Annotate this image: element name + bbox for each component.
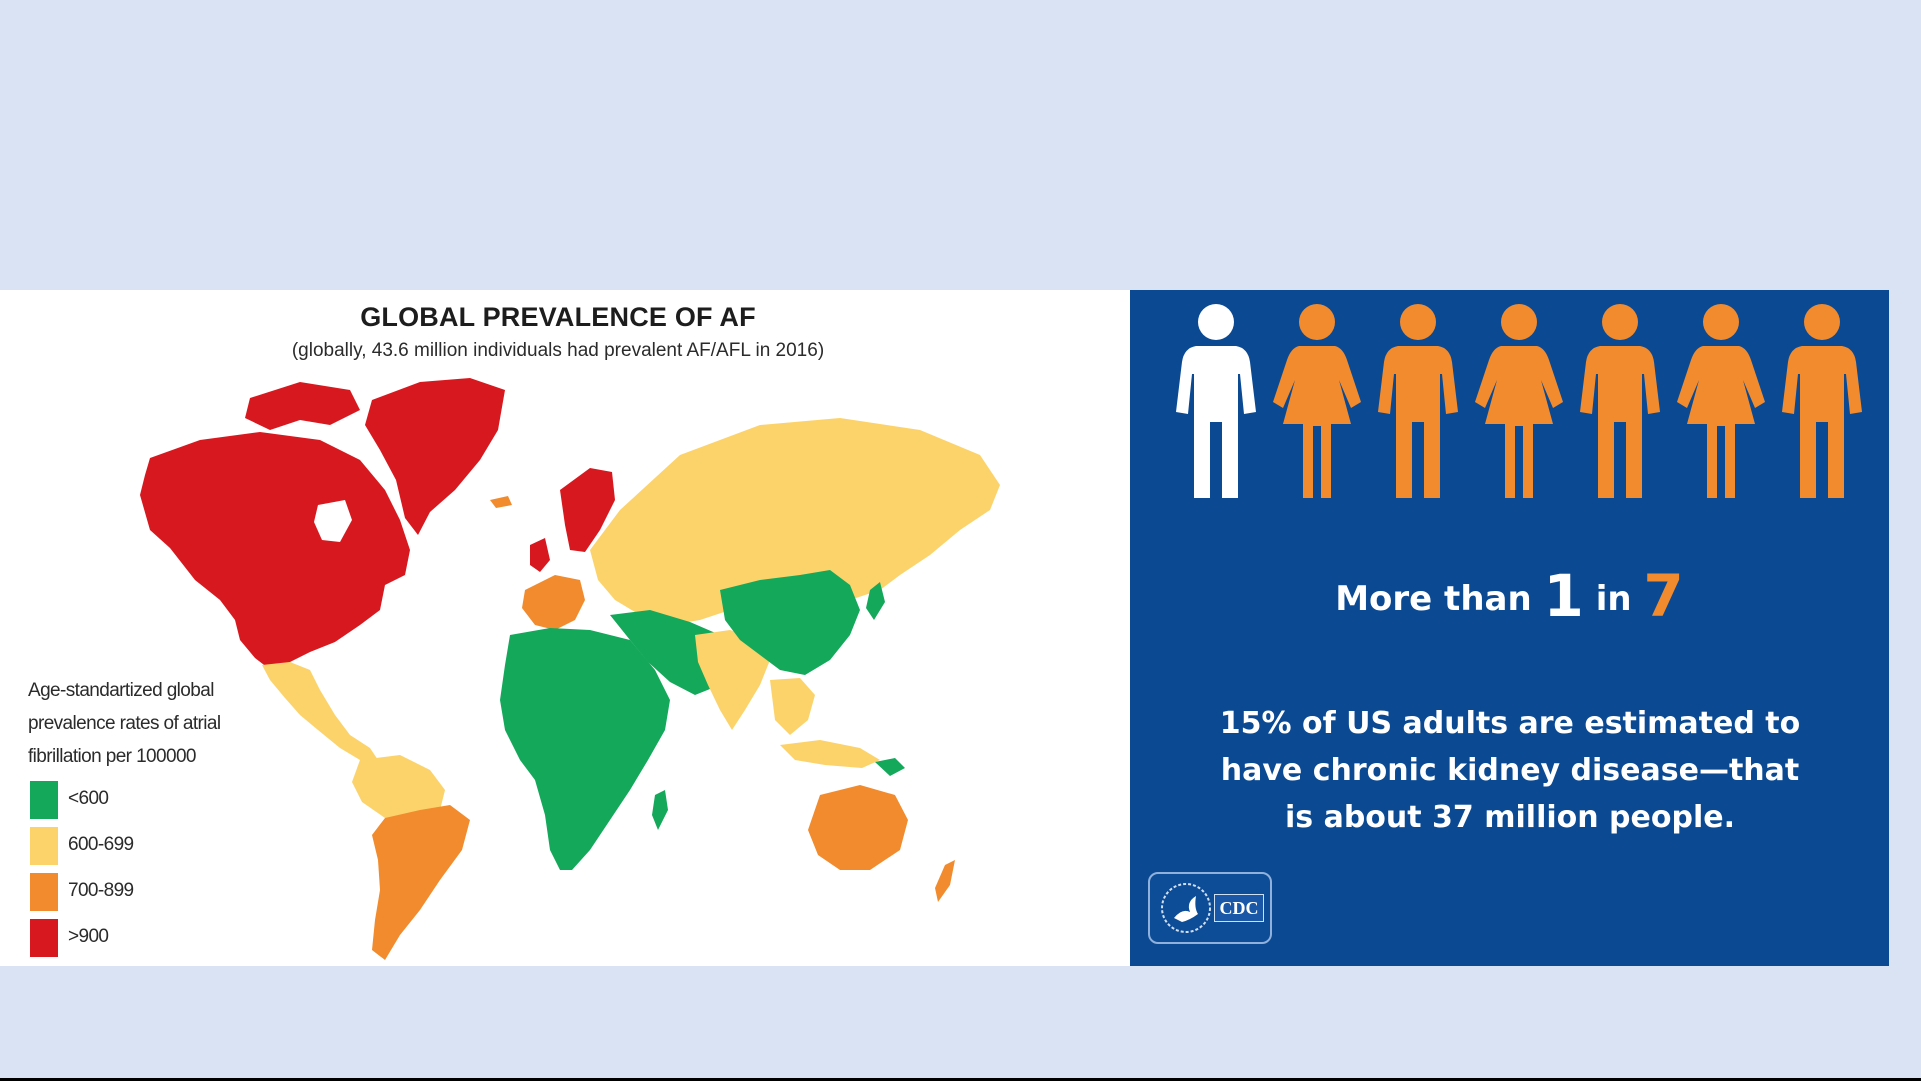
cdc-logo: CDC bbox=[1148, 872, 1272, 944]
region-japan bbox=[866, 582, 885, 620]
headline-mid: in bbox=[1595, 579, 1632, 619]
legend-title: Age-standartized global prevalence rates… bbox=[28, 674, 248, 773]
region-southeast-asia bbox=[770, 678, 815, 735]
person-male-icon bbox=[1580, 304, 1660, 498]
region-hudson-bay bbox=[314, 500, 352, 542]
region-new-guinea bbox=[875, 758, 905, 776]
people-figures-row bbox=[1168, 302, 1878, 502]
legend-swatch-green bbox=[30, 781, 58, 819]
region-africa bbox=[500, 628, 670, 870]
headline-number-seven: 7 bbox=[1643, 562, 1684, 630]
ckd-statement: 15% of US adults are estimated to have c… bbox=[1190, 700, 1830, 841]
map-legend: Age-standartized global prevalence rates… bbox=[28, 674, 248, 965]
af-map-panel: GLOBAL PREVALENCE OF AF (globally, 43.6 … bbox=[0, 290, 1130, 966]
world-map bbox=[140, 378, 1000, 960]
legend-item: 700-899 bbox=[28, 873, 248, 919]
ckd-statement-line: have chronic kidney disease—that bbox=[1220, 753, 1800, 788]
region-uk bbox=[530, 538, 550, 572]
person-male-icon bbox=[1176, 304, 1256, 498]
legend-swatch-red bbox=[30, 919, 58, 957]
legend-item: >900 bbox=[28, 919, 248, 965]
legend-label: 600-699 bbox=[68, 834, 134, 855]
legend-item: <600 bbox=[28, 781, 248, 827]
ckd-statement-line: is about 37 million people. bbox=[1285, 800, 1735, 835]
cdc-infographic-panel: More than 1 in 7 15% of US adults are es… bbox=[1130, 290, 1889, 966]
person-female-icon bbox=[1475, 304, 1563, 498]
region-scandinavia bbox=[560, 468, 615, 552]
headline: More than 1 in 7 bbox=[1130, 562, 1889, 630]
map-title: GLOBAL PREVALENCE OF AF bbox=[360, 302, 756, 332]
region-central-america bbox=[262, 662, 378, 760]
headline-number-one: 1 bbox=[1543, 562, 1584, 630]
region-arctic-islands bbox=[245, 382, 360, 430]
legend-title-line: fibrillation per 100000 bbox=[28, 746, 196, 767]
region-south-asia bbox=[695, 630, 770, 730]
region-russia-asia bbox=[590, 418, 1000, 625]
region-iceland bbox=[490, 496, 512, 508]
legend-title-line: Age-standartized global bbox=[28, 680, 214, 701]
region-south-america bbox=[372, 805, 470, 960]
person-female-icon bbox=[1677, 304, 1765, 498]
legend-title-line: prevalence rates of atrial bbox=[28, 713, 221, 734]
region-indonesia bbox=[780, 740, 880, 768]
legend-label: <600 bbox=[68, 788, 109, 809]
region-greenland bbox=[365, 378, 505, 535]
cdc-wordmark: CDC bbox=[1214, 894, 1264, 922]
region-new-zealand bbox=[935, 860, 955, 902]
region-south-america-north bbox=[352, 755, 445, 820]
legend-item: 600-699 bbox=[28, 827, 248, 873]
legend-swatch-yellow bbox=[30, 827, 58, 865]
ckd-statement-line: 15% of US adults are estimated to bbox=[1219, 706, 1801, 741]
region-madagascar bbox=[652, 790, 668, 830]
person-female-icon bbox=[1273, 304, 1361, 498]
person-male-icon bbox=[1378, 304, 1458, 498]
legend-swatch-orange bbox=[30, 873, 58, 911]
region-australia bbox=[808, 785, 908, 870]
legend-label: 700-899 bbox=[68, 880, 134, 901]
map-subtitle: (globally, 43.6 million individuals had … bbox=[291, 340, 825, 361]
person-male-icon bbox=[1782, 304, 1862, 498]
bottom-border bbox=[0, 1078, 1921, 1081]
headline-prefix: More than bbox=[1335, 579, 1532, 619]
legend-label: >900 bbox=[68, 926, 109, 947]
region-north-america bbox=[140, 432, 410, 668]
region-east-asia bbox=[720, 570, 860, 675]
region-western-europe bbox=[522, 575, 585, 630]
hhs-eagle-icon bbox=[1161, 883, 1211, 933]
